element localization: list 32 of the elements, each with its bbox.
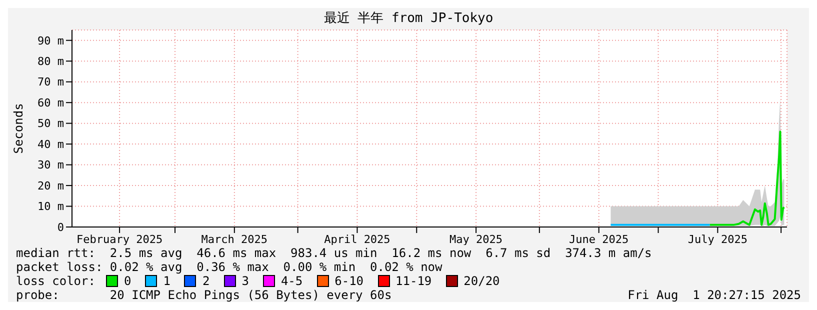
text: median rtt: 2.5 ms avg 46.6 ms max 983.4 us min 16.2 ms now 6.7 ms sd 374.3 m am/s — [16, 246, 653, 260]
line-series — [708, 130, 786, 226]
legend-label: 1 — [163, 274, 170, 288]
legend-label: 20/20 — [464, 274, 500, 288]
chart-title: 最近 半年 from JP-Tokyo — [322, 11, 494, 27]
x-tick-label: June 2025 — [569, 232, 629, 246]
x-tick-label: March 2025 — [201, 232, 268, 246]
x-tick-label: February 2025 — [76, 232, 163, 246]
legend-label: 4-5 — [280, 274, 303, 288]
text: Fri Aug 1 20:27:15 2025 — [628, 288, 801, 302]
y-tick-label: 50 m — [38, 117, 64, 130]
x-tick-label: May 2025 — [450, 232, 503, 246]
y-tick-label: 0 — [57, 220, 64, 234]
legend-label: 2 — [202, 274, 210, 288]
x-tick-label: April 2025 — [324, 232, 390, 246]
legend-label: 3 — [242, 274, 249, 288]
x-tick-label: July 2025 — [688, 232, 748, 246]
legend-label: 11-19 — [396, 274, 432, 288]
y-tick-label: 20 m — [38, 179, 64, 192]
y-tick-label: 90 m — [38, 34, 64, 48]
y-tick-label: 80 m — [38, 55, 64, 68]
legend-title: loss color: — [16, 274, 96, 288]
y-tick-label: 30 m — [38, 158, 64, 172]
text: probe: 20 ICMP Echo Pings (56 Bytes) every 60s — [16, 288, 392, 302]
legend-label: 0 — [124, 274, 132, 288]
text: packet loss: 0.02 % avg 0.36 % max 0.00 % min 0.02 % now — [16, 260, 444, 274]
legend-label: 6-10 — [334, 274, 364, 288]
y-axis-title: Seconds — [11, 103, 26, 154]
y-tick-label: 70 m — [38, 76, 64, 89]
y-tick-label: 40 m — [38, 138, 64, 151]
y-tick-label: 60 m — [38, 96, 64, 110]
y-tick-label: 10 m — [38, 200, 64, 214]
